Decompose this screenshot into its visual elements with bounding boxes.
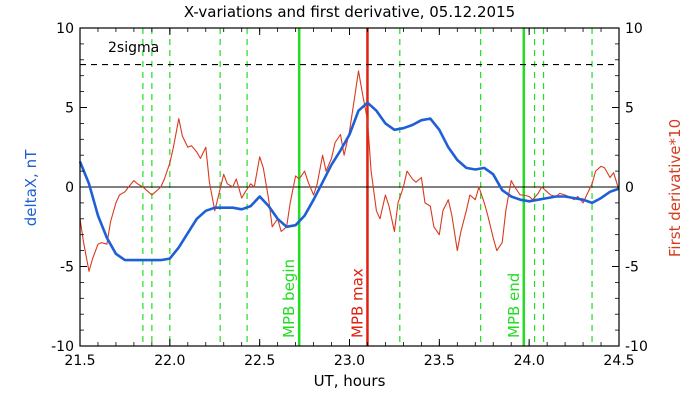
y-right-tick-label-5: 10 (625, 21, 643, 37)
y-left-tick-label-5: 10 (56, 21, 74, 37)
y-right-tick-label-4: 5 (625, 101, 634, 117)
left-y-axis-label: deltaX, nT (22, 149, 40, 226)
y-right-tick-label-2: -5 (625, 260, 639, 276)
x-axis-label: UT, hours (314, 372, 386, 390)
right-y-axis-label: First derivative*10 (666, 119, 684, 257)
marker-label-6: MPB begin (280, 259, 298, 338)
y-right-tick-label-3: 0 (625, 180, 634, 196)
marker-label-10: MPB end (505, 273, 523, 338)
y-right-tick-label-1: -10 (625, 339, 648, 355)
y-left-tick-label-1: -10 (51, 339, 74, 355)
y-left-tick-label-2: -5 (60, 260, 74, 276)
axis-ticks (79, 27, 620, 347)
x-tick-label-7: 24.5 (603, 353, 634, 369)
marker-label-7: MPB max (348, 268, 366, 338)
threshold-label: 2sigma (108, 40, 159, 56)
x-tick-label-4: 23.0 (334, 353, 365, 369)
series-layer (78, 70, 620, 272)
x-tick-label-2: 22.0 (154, 353, 185, 369)
x-tick-label-5: 23.5 (424, 353, 455, 369)
chart-title: X-variations and first derivative, 05.12… (184, 3, 515, 21)
deltaX-series (78, 101, 620, 262)
y-left-tick-label-3: 0 (65, 180, 74, 196)
threshold-layer (80, 64, 619, 188)
x-tick-label-6: 24.0 (514, 353, 545, 369)
x-tick-label-3: 22.5 (244, 353, 275, 369)
y-left-tick-label-4: 5 (65, 101, 74, 117)
axis-labels: 21.5 22.0 22.5 23.0 23.5 24.0 24.5-10-50510-10… (51, 21, 648, 369)
x-tick-label-1: 21.5 (64, 353, 95, 369)
